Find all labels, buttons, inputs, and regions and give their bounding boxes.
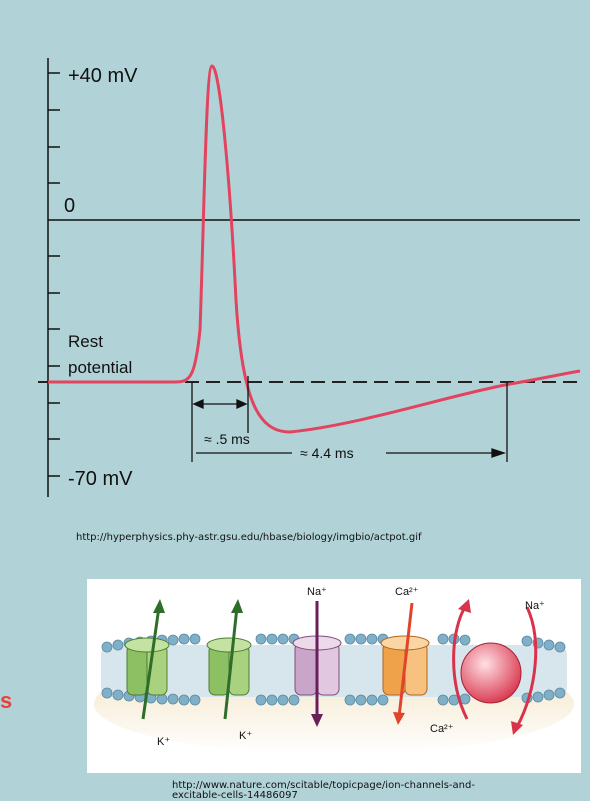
axis-ticks bbox=[48, 72, 60, 477]
label-na-2: Na⁺ bbox=[525, 600, 545, 612]
label-plus40: +40 mV bbox=[68, 65, 138, 87]
label-short-duration: ≈ .5 ms bbox=[204, 431, 250, 447]
label-rest: Rest bbox=[68, 332, 103, 351]
potassium-channel-2 bbox=[206, 637, 252, 696]
duration-markers bbox=[191, 376, 508, 462]
label-ca-2: Ca²⁺ bbox=[430, 723, 454, 735]
ion-channel-illustration: K⁺ K⁺ Na⁺ Ca²⁺ Na⁺ Ca²⁺ bbox=[87, 579, 581, 773]
ion-flow-arrows bbox=[141, 599, 538, 735]
action-potential-diagram: +40 mV 0 Rest potential -70 mV ≈ .5 ms ≈… bbox=[38, 58, 581, 497]
label-minus70: -70 mV bbox=[68, 468, 133, 490]
label-potential: potential bbox=[68, 358, 132, 377]
source-url-actpot[interactable]: http://hyperphysics.phy-astr.gsu.edu/hba… bbox=[76, 532, 422, 543]
label-na-1: Na⁺ bbox=[307, 586, 327, 598]
action-potential-curve bbox=[48, 64, 581, 434]
source-url-nature[interactable]: http://www.nature.com/scitable/topicpage… bbox=[172, 780, 475, 801]
label-k-1: K⁺ bbox=[157, 736, 170, 748]
label-ca-1: Ca²⁺ bbox=[395, 586, 419, 598]
cut-off-text: s bbox=[0, 688, 13, 713]
label-long-duration: ≈ 4.4 ms bbox=[300, 445, 354, 461]
label-k-2: K⁺ bbox=[239, 730, 252, 742]
sodium-calcium-exchanger bbox=[460, 642, 522, 704]
label-zero: 0 bbox=[64, 195, 75, 217]
